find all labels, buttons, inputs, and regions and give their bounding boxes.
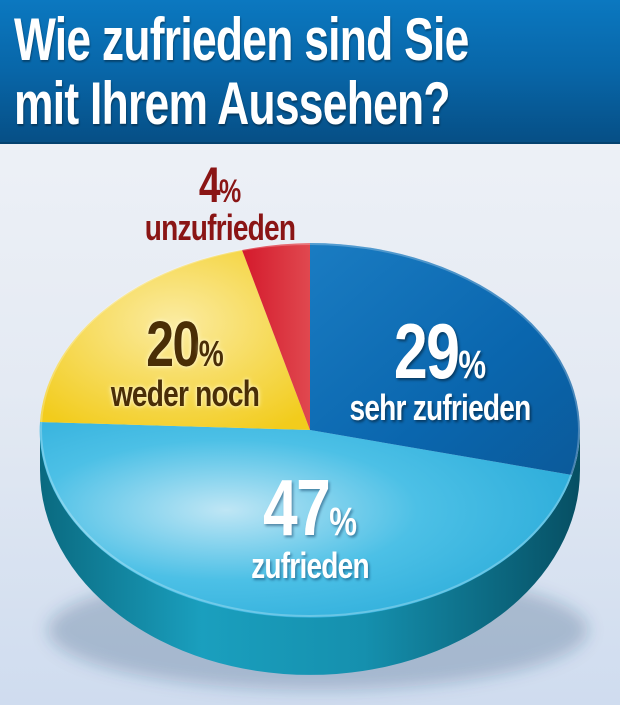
pct-weder-noch: 20% bbox=[146, 308, 224, 380]
cat-unzufrieden: unzufrieden bbox=[144, 207, 296, 248]
pie-side-wall bbox=[40, 430, 580, 675]
title-line-2: mit Ihrem Aussehen? bbox=[14, 70, 451, 137]
label-unzufrieden: 4% unzufrieden bbox=[100, 160, 340, 246]
cat-zufrieden: zufrieden bbox=[251, 545, 370, 586]
cat-weder-noch: weder noch bbox=[110, 373, 260, 414]
pct-zufrieden: 47% bbox=[262, 463, 358, 552]
slice-zufrieden bbox=[39, 422, 573, 618]
label-weder-noch: 20% weder noch bbox=[60, 312, 310, 412]
title-line-1: Wie zufrieden sind Sie bbox=[14, 6, 469, 73]
slice-sehr-zufrieden bbox=[310, 243, 580, 475]
label-sehr-zufrieden: 29% sehr zufrieden bbox=[300, 312, 580, 426]
label-zufrieden: 47% zufrieden bbox=[180, 468, 440, 584]
pct-sehr-zufrieden: 29% bbox=[393, 307, 487, 395]
slice-unzufrieden bbox=[242, 243, 310, 430]
pct-unzufrieden: 4% bbox=[198, 157, 242, 213]
header-banner: Wie zufrieden sind Sie mit Ihrem Aussehe… bbox=[0, 0, 620, 144]
slice-weder-noch bbox=[40, 250, 310, 430]
cat-sehr-zufrieden: sehr zufrieden bbox=[349, 387, 531, 428]
